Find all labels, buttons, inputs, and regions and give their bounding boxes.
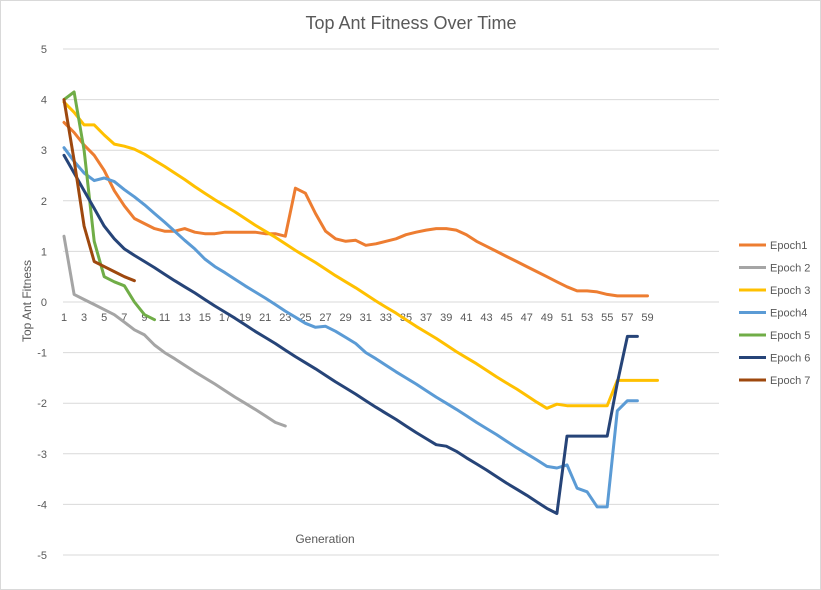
y-tick-label: -5 — [37, 550, 47, 562]
x-tick-label: 37 — [420, 312, 432, 324]
y-tick-label: -4 — [37, 499, 47, 511]
x-tick-label: 33 — [380, 312, 392, 324]
x-tick-label: 13 — [179, 312, 191, 324]
x-tick-label: 59 — [641, 312, 653, 324]
series-line-5 — [62, 90, 156, 322]
y-tick-label: -1 — [37, 348, 47, 360]
x-tick-label: 21 — [259, 312, 271, 324]
y-axis-ticks: 5 4 3 2 1 0 -1 -2 -3 -4 -5 — [37, 44, 47, 562]
series-line-4 — [62, 146, 639, 509]
series-line-7 — [62, 98, 136, 283]
y-tick-label: 4 — [41, 95, 47, 107]
x-axis-label: Generation — [295, 532, 354, 546]
x-tick-label: 1 — [61, 312, 67, 324]
y-tick-label: -2 — [37, 398, 47, 410]
legend-label: Epoch 6 — [770, 353, 810, 365]
legend-label: Epoch 3 — [770, 285, 810, 297]
y-tick-label: -3 — [37, 449, 47, 461]
legend: Epoch1 Epoch 2 Epoch 3 Epoch4 Epoch 5 Epoch 6… — [739, 240, 810, 387]
series-line-2 — [62, 234, 287, 428]
legend-label: Epoch4 — [770, 308, 807, 320]
y-tick-label: 1 — [41, 246, 47, 258]
x-tick-label: 7 — [121, 312, 127, 324]
x-tick-label: 57 — [621, 312, 633, 324]
x-tick-label: 9 — [141, 312, 147, 324]
series-line-3 — [62, 100, 659, 410]
legend-label: Epoch1 — [770, 240, 807, 252]
x-tick-label: 55 — [601, 312, 613, 324]
chart-title: Top Ant Fitness Over Time — [305, 13, 516, 33]
legend-label: Epoch 2 — [770, 263, 810, 275]
series-line-6 — [62, 153, 639, 515]
x-tick-label: 47 — [521, 312, 533, 324]
series-line-1 — [62, 120, 649, 298]
y-tick-label: 3 — [41, 145, 47, 157]
legend-label: Epoch 7 — [770, 375, 810, 387]
x-tick-label: 31 — [360, 312, 372, 324]
x-tick-label: 3 — [81, 312, 87, 324]
x-tick-label: 53 — [581, 312, 593, 324]
x-tick-label: 39 — [440, 312, 452, 324]
x-tick-label: 45 — [501, 312, 513, 324]
gridlines — [63, 48, 719, 556]
legend-label: Epoch 5 — [770, 330, 810, 342]
x-tick-label: 11 — [159, 312, 170, 324]
y-axis-label: Top Ant Fitness — [20, 260, 34, 342]
x-tick-label: 5 — [101, 312, 107, 324]
x-axis-ticks: 1 3 5 7 9 11 13 15 17 19 21 23 25 27 29 31 33 35 37 39 41 43 4… — [61, 312, 654, 324]
x-tick-label: 23 — [279, 312, 291, 324]
series-lines — [62, 90, 659, 515]
x-tick-label: 27 — [319, 312, 331, 324]
y-tick-label: 2 — [41, 196, 47, 208]
y-tick-label: 5 — [41, 44, 47, 56]
y-tick-label: 0 — [41, 297, 47, 309]
x-tick-label: 15 — [199, 312, 211, 324]
x-tick-label: 51 — [561, 312, 573, 324]
x-tick-label: 29 — [340, 312, 352, 324]
x-tick-label: 41 — [460, 312, 472, 324]
x-tick-label: 49 — [541, 312, 553, 324]
x-tick-label: 43 — [480, 312, 492, 324]
